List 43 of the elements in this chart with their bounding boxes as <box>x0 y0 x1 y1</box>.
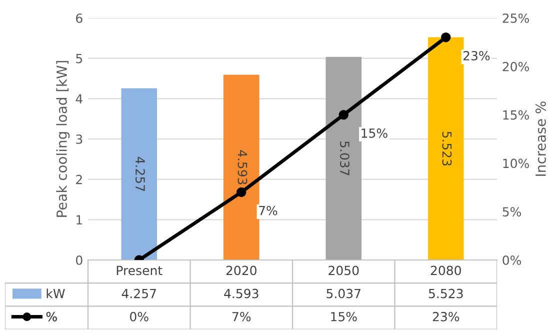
bar <box>428 37 464 260</box>
text: 5.037 <box>340 141 350 176</box>
data-label: 5.523 <box>428 288 463 298</box>
bar <box>121 88 158 260</box>
y-axis-title: Peak cooling load [kW] <box>56 60 70 217</box>
y2-tick-label: 0% <box>502 255 521 265</box>
bar <box>326 56 362 260</box>
y-tick-label: 6 <box>76 13 82 23</box>
bar <box>223 74 260 260</box>
point <box>338 110 348 120</box>
text: 23% <box>463 50 490 60</box>
data-label: 4.257 <box>122 288 156 298</box>
point <box>441 32 451 42</box>
legend-label: kW <box>46 288 65 298</box>
text: 4.593 <box>238 150 248 184</box>
y-tick-label: 4 <box>76 94 82 104</box>
x-tick-label: 2020 <box>226 266 256 276</box>
y-tick-label: 0 <box>76 255 82 265</box>
text: 4.257 <box>136 156 145 191</box>
data-label: 0% <box>130 312 148 322</box>
y2-tick-label: 15% <box>503 110 529 120</box>
data-label: 5.037 <box>326 288 360 298</box>
x-tick-label: 2080 <box>430 266 461 276</box>
data-label: 4.593 <box>224 288 258 298</box>
data-label: 15% <box>331 312 357 322</box>
data-label: 23% <box>432 312 460 322</box>
y2-tick-label: 20% <box>502 62 529 72</box>
text: 15% <box>362 128 388 138</box>
y2-tick-label: 5% <box>502 207 521 217</box>
legend-label: % <box>46 312 57 322</box>
y2-tick-label: 25% <box>502 13 529 23</box>
y2-axis-title: Increase % <box>535 102 546 176</box>
y-tick-label: 2 <box>76 174 82 184</box>
y-tick-label: 3 <box>76 134 82 144</box>
data-label: 7% <box>232 312 251 322</box>
x-tick-label: 2050 <box>328 266 359 276</box>
y-tick-label: 1 <box>76 215 82 224</box>
point <box>236 187 246 198</box>
text: 5.523 <box>442 132 452 166</box>
y-tick-label: 5 <box>76 54 82 64</box>
text: 7% <box>259 206 278 216</box>
x-tick-label: Present <box>116 266 162 276</box>
y2-tick-label: 10% <box>503 158 529 168</box>
